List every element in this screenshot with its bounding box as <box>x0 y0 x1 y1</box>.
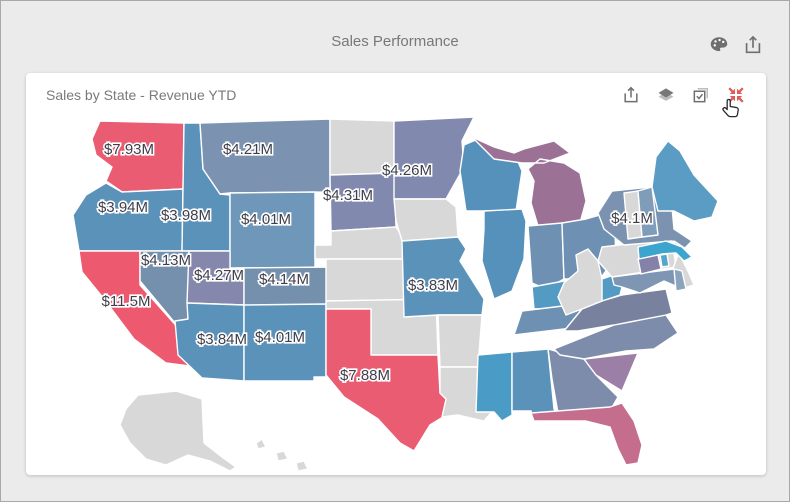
state-value-label-NM: $4.01M <box>255 329 305 346</box>
export-icon[interactable] <box>619 83 643 107</box>
state-IL[interactable] <box>481 208 527 300</box>
state-ME[interactable] <box>651 140 719 222</box>
state-value-label-ID: $3.98M <box>161 207 211 224</box>
multi-select-icon[interactable] <box>689 83 713 107</box>
state-MO[interactable] <box>401 236 485 318</box>
card-header: Sales by State - Revenue YTD <box>26 73 766 109</box>
restore-icon[interactable] <box>724 83 748 107</box>
palette-icon[interactable] <box>707 33 731 57</box>
layers-icon[interactable] <box>654 83 678 107</box>
card-title: Sales by State - Revenue YTD <box>46 87 237 103</box>
state-value-label-MT: $4.21M <box>223 141 273 158</box>
export-icon[interactable] <box>741 33 765 57</box>
state-value-label-NV: $4.13M <box>141 252 191 269</box>
state-NH[interactable] <box>637 186 659 238</box>
map-card: Sales by State - Revenue YTD <box>26 73 766 475</box>
state-MS[interactable] <box>475 351 513 422</box>
dashboard-actions <box>707 33 765 57</box>
state-TX[interactable] <box>325 308 457 452</box>
dashboard-header: Sales Performance <box>1 1 789 73</box>
dashboard-title: Sales Performance <box>331 33 459 50</box>
state-RI[interactable] <box>659 253 670 268</box>
state-WV[interactable] <box>557 248 603 316</box>
state-FL[interactable] <box>530 402 643 466</box>
state-value-label-CO: $4.14M <box>259 271 309 288</box>
state-AK[interactable] <box>119 390 237 472</box>
state-value-label-SD: $4.31M <box>323 187 373 204</box>
state-value-label-WA: $7.93M <box>104 141 154 158</box>
state-value-label-NY: $4.1M <box>611 210 653 227</box>
state-value-label-MO: $3.83M <box>408 277 458 294</box>
state-value-label-MN: $4.26M <box>382 162 432 179</box>
state-MA[interactable] <box>637 240 693 262</box>
state-value-label-UT: $4.27M <box>194 267 244 284</box>
card-toolbar <box>619 75 748 107</box>
us-choropleth-map[interactable]: $7.93M $3.94M $11.5M $3.98M $4.21M $4.01M $4.1… <box>26 109 766 475</box>
state-DE[interactable] <box>673 268 687 292</box>
state-HI[interactable] <box>255 438 309 472</box>
state-MI[interactable] <box>471 136 587 227</box>
state-SC[interactable] <box>583 352 639 392</box>
state-IN[interactable] <box>527 222 565 290</box>
state-value-label-AZ: $3.84M <box>197 331 247 348</box>
state-value-label-TX: $7.88M <box>340 367 390 384</box>
state-value-label-CA: $11.5M <box>102 293 151 310</box>
state-IA[interactable] <box>393 198 459 242</box>
state-value-label-WY: $4.01M <box>241 211 291 228</box>
state-AR[interactable] <box>437 314 483 368</box>
state-WY[interactable] <box>229 191 316 269</box>
state-value-label-OR: $3.94M <box>98 199 148 216</box>
